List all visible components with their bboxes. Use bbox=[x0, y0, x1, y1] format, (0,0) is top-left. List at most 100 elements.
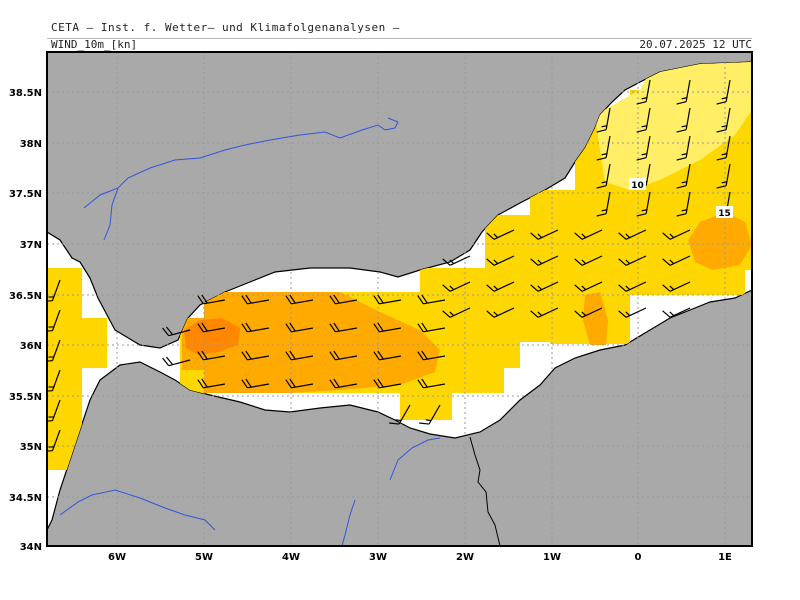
wind-barb bbox=[530, 281, 559, 292]
wind-barb bbox=[676, 107, 691, 133]
border-morocco-algeria bbox=[469, 436, 501, 546]
lat-label: 35.5N bbox=[9, 392, 42, 403]
wind-barb bbox=[417, 294, 446, 305]
wind-barb bbox=[662, 281, 691, 292]
wind-barb bbox=[662, 307, 691, 318]
river-tributary bbox=[103, 187, 119, 241]
wind-barb bbox=[197, 294, 226, 305]
wind-barb bbox=[197, 322, 226, 333]
wind-barb bbox=[442, 307, 471, 318]
wind-barb bbox=[486, 307, 515, 318]
wind-barb bbox=[162, 356, 191, 367]
contour-label-15: 15 bbox=[718, 209, 731, 219]
wind-barb bbox=[596, 107, 611, 133]
valid-time: 20.07.2025 12 UTC bbox=[639, 38, 752, 51]
lon-label: 1W bbox=[543, 552, 561, 563]
wind-barb bbox=[618, 255, 647, 266]
lat-label: 38.5N bbox=[9, 88, 42, 99]
wind-barb bbox=[241, 378, 270, 389]
wind-barb bbox=[486, 229, 515, 240]
lon-label: 6W bbox=[108, 552, 126, 563]
wind-barb bbox=[530, 229, 559, 240]
wind-barb bbox=[530, 255, 559, 266]
wind-barbs bbox=[47, 79, 731, 452]
lat-label: 37.5N bbox=[9, 189, 42, 200]
lat-label: 34.5N bbox=[9, 493, 42, 504]
wind-barb bbox=[197, 378, 226, 389]
wind-barb bbox=[596, 191, 611, 217]
wind-barb bbox=[241, 294, 270, 305]
wind-barb bbox=[716, 163, 731, 189]
subtitle-bar bbox=[47, 38, 752, 53]
wind-barb bbox=[417, 350, 446, 361]
wind-barb bbox=[417, 322, 446, 333]
wind-barb bbox=[241, 322, 270, 333]
wind-barb bbox=[486, 281, 515, 292]
wind-barb bbox=[373, 322, 402, 333]
wind-barb bbox=[389, 404, 411, 425]
wind-barb bbox=[442, 281, 471, 292]
wind-barb bbox=[373, 294, 402, 305]
wind-barb bbox=[417, 378, 446, 389]
river-morocco-1 bbox=[389, 437, 441, 481]
lat-label: 36.5N bbox=[9, 291, 42, 302]
lat-label: 37N bbox=[20, 240, 42, 251]
wind-barb bbox=[285, 378, 314, 389]
wind-barb bbox=[574, 281, 603, 292]
lat-label: 35N bbox=[20, 442, 42, 453]
wind-barb bbox=[662, 229, 691, 240]
wind-barb bbox=[636, 191, 651, 217]
wind-barb bbox=[197, 350, 226, 361]
river-morocco-3 bbox=[59, 489, 216, 531]
river-morocco-2 bbox=[341, 499, 356, 546]
lon-label: 5W bbox=[195, 552, 213, 563]
wind-barb bbox=[716, 107, 731, 133]
wind-barb bbox=[241, 350, 270, 361]
rivers bbox=[59, 117, 441, 546]
wind-barb bbox=[676, 191, 691, 217]
wind-barb bbox=[574, 255, 603, 266]
wind-barb bbox=[596, 135, 611, 161]
wind-barb bbox=[329, 322, 358, 333]
lat-label: 36N bbox=[20, 341, 42, 352]
wind-barb bbox=[486, 255, 515, 266]
wind-barb bbox=[373, 350, 402, 361]
wind-barb bbox=[618, 229, 647, 240]
lon-label: 4W bbox=[282, 552, 300, 563]
wind-barb bbox=[676, 163, 691, 189]
wind-barb bbox=[618, 281, 647, 292]
map-title: CETA – Inst. f. Wetter– und Klimafolgena… bbox=[51, 21, 401, 34]
river-guadalquivir bbox=[83, 117, 399, 209]
wind-barb bbox=[636, 135, 651, 161]
parameter-label: WIND_10m_[kn] bbox=[51, 38, 138, 51]
lat-label: 34N bbox=[20, 542, 42, 553]
wind-barb bbox=[329, 350, 358, 361]
wind-barb bbox=[162, 326, 191, 337]
map-frame bbox=[46, 51, 753, 547]
wind-barb bbox=[676, 135, 691, 161]
wind-barb bbox=[618, 307, 647, 318]
wind-barb bbox=[285, 294, 314, 305]
wind-barb bbox=[676, 79, 691, 105]
country-borders bbox=[469, 436, 501, 546]
wind-barb bbox=[373, 378, 402, 389]
lon-label: 0 bbox=[635, 552, 642, 563]
wind-barb bbox=[636, 79, 651, 105]
wind-barb bbox=[716, 135, 731, 161]
wind-barb bbox=[636, 107, 651, 133]
wind-barb bbox=[285, 322, 314, 333]
wind-barb bbox=[716, 79, 731, 105]
wind-barb bbox=[419, 404, 441, 425]
contour-labels: 10 15 bbox=[629, 178, 733, 219]
contour-label-10: 10 bbox=[631, 181, 644, 191]
lat-label: 38N bbox=[20, 139, 42, 150]
wind-barb bbox=[574, 307, 603, 318]
wind-barb bbox=[442, 255, 471, 266]
longitude-labels: 6W 5W 4W 3W 2W 1W 0 1E bbox=[108, 552, 732, 563]
wind-shading bbox=[47, 62, 752, 470]
wind-barb bbox=[662, 255, 691, 266]
wind-barb bbox=[596, 163, 611, 189]
lon-label: 2W bbox=[456, 552, 474, 563]
wind-barb bbox=[574, 229, 603, 240]
